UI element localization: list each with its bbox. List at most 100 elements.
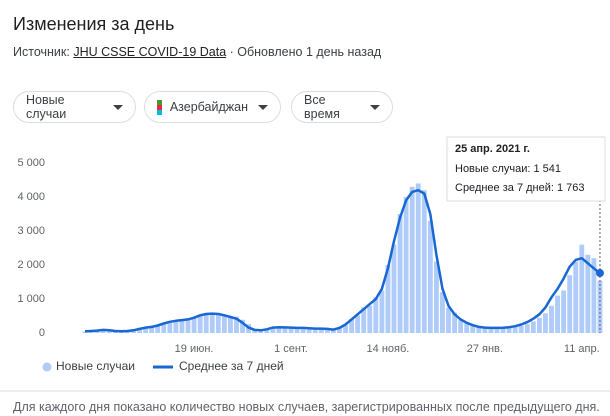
title: Изменения за день [13,14,175,34]
x-tick-label: 11 апр. [564,343,600,355]
range-dropdown[interactable]: Все время [291,91,393,123]
footnote: Для каждого дня показано количество новы… [13,400,600,414]
bar [228,317,233,333]
bar [506,327,512,333]
bar [131,329,136,333]
bar [421,190,427,333]
bar [488,327,494,333]
bar [470,325,476,333]
bar [100,329,106,333]
x-tick-label: 27 янв. [467,343,503,355]
bar [258,330,264,333]
bar [94,330,100,333]
bar [543,313,548,333]
bar [355,315,361,333]
bar [149,326,155,333]
x-tick-label: 1 сент. [274,343,308,355]
bar [433,261,439,333]
metric-dropdown[interactable]: Новые случаи [13,91,136,123]
bar [561,290,567,333]
bar [118,331,124,333]
bar [536,317,542,333]
bar [191,317,197,333]
hover-dot [595,269,604,278]
bar [240,319,245,333]
source-link[interactable]: JHU CSSE COVID-19 Data [73,45,227,59]
tooltip-box [446,136,606,202]
bar [500,327,506,333]
bar [197,316,203,333]
bar [209,313,215,333]
bar [391,244,397,333]
bar [300,327,306,333]
bar [252,329,258,333]
bar [464,322,470,333]
y-tick-label: 5 000 [17,157,45,169]
y-tick-label: 1 000 [17,293,45,305]
bar [143,327,149,333]
bar [555,295,560,333]
bar [82,331,88,333]
tooltip-line: Новые случаи: 1 541 [455,163,561,175]
bar [403,197,409,333]
avg-line [84,188,601,333]
dropdown-label: Все время [304,93,340,121]
flag [157,99,162,115]
bar [476,326,482,333]
x-tick-label: 19 июн. [175,343,214,355]
bar [161,322,167,333]
bar [185,320,191,333]
bar [397,214,403,333]
legend-label: Среднее за 7 дней [179,359,284,373]
bar [524,324,530,333]
y-tick-label: 3 000 [17,225,45,237]
bar [137,329,142,333]
bar [270,327,276,333]
country-dropdown[interactable]: Азербайджан [144,91,281,123]
bar [585,254,591,333]
source: Источник: JHU CSSE COVID-19 Data · Обнов… [13,45,381,59]
legend-dot [42,362,52,372]
bar [415,183,421,333]
bar [379,290,385,333]
bar [288,327,294,333]
bar [179,319,185,333]
legend-label: Новые случаи [56,359,135,373]
dropdown-label: Азербайджан [169,100,248,114]
bar [373,297,379,333]
bar [343,325,348,333]
bar [452,312,457,333]
bar [155,326,161,333]
bar [167,322,173,333]
tooltip-date: 25 апр. 2021 г. [455,143,530,155]
bar [591,258,597,333]
x-tick-label: 14 нояб. [367,343,410,355]
bar [215,313,221,333]
bar [494,328,500,333]
bar [173,320,179,333]
bar [361,307,367,333]
bar [221,314,227,333]
bar [112,331,118,333]
bar [512,326,518,333]
bar [88,330,94,333]
source-label: Источник: [13,45,70,59]
bar [294,328,300,333]
bar [330,329,336,333]
bar [246,324,252,333]
bar [573,261,579,333]
bar [234,316,239,333]
bar [597,280,603,333]
y-tick-label: 4 000 [17,191,45,203]
bar [549,305,554,333]
bar [276,326,282,333]
bar [385,265,391,333]
bar [337,327,342,333]
bar [482,327,488,333]
bar [106,329,112,333]
bar [312,328,318,333]
y-tick-label: 0 [39,327,45,339]
updated: · Обновлено 1 день назад [229,45,382,59]
